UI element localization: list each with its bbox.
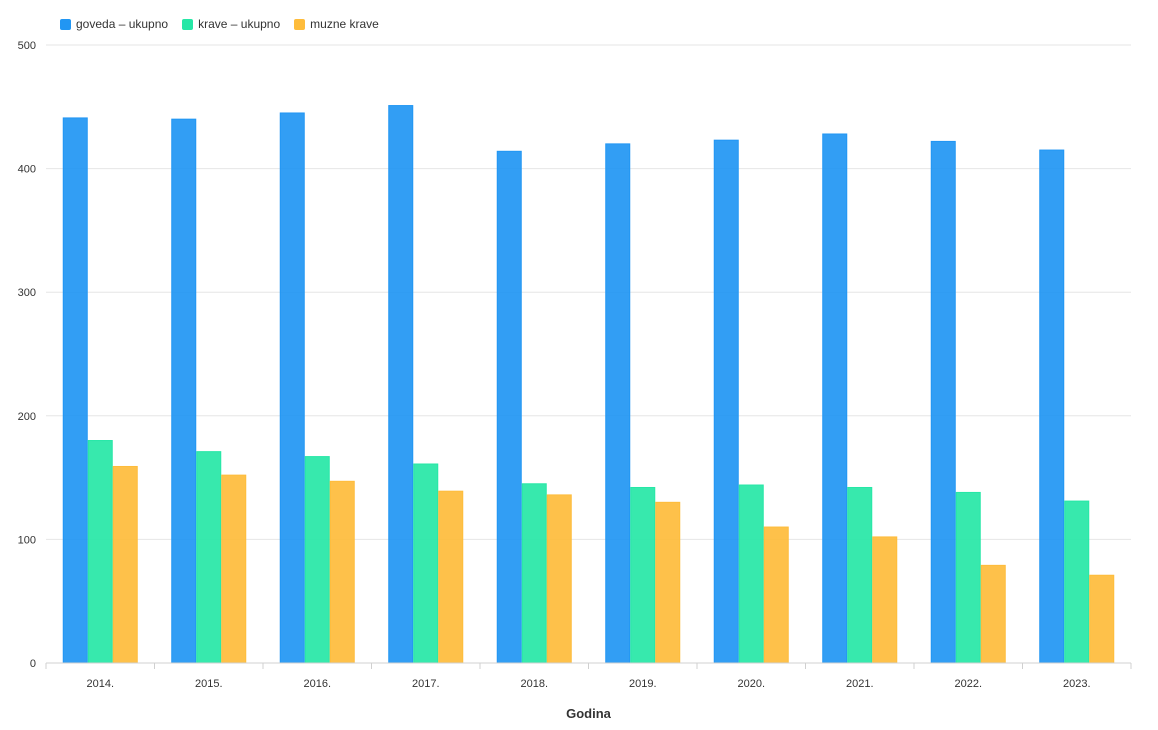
x-axis: 2014. 2015. 2016. 2017. 2018. 2019. 2020. 2021.… [45,662,1132,690]
bar-krave[interactable] [521,483,547,664]
y-tick-label: 300 [18,287,36,299]
bar-muzne[interactable] [980,564,1006,664]
y-axis: 0 100 200 300 400 500 [18,40,36,670]
x-tick-label: 2014. [86,678,114,690]
bar-muzne[interactable] [112,465,138,664]
bar-goveda[interactable] [171,118,197,664]
bar-goveda[interactable] [388,105,414,664]
legend-label-goveda: goveda – ukupno [76,17,169,31]
bar-muzne[interactable] [872,536,898,664]
bar-goveda[interactable] [713,139,739,664]
bar-muzne[interactable] [655,501,681,664]
bar-muzne[interactable] [546,494,572,664]
bar-goveda[interactable] [496,150,522,664]
legend-label-muzne: muzne krave [310,17,379,31]
bar-goveda[interactable] [605,143,631,664]
legend-swatch-muzne [294,18,306,30]
bar-krave[interactable] [87,440,113,664]
bar-krave[interactable] [847,486,873,664]
bar-krave[interactable] [196,451,222,664]
bar-krave[interactable] [1064,500,1090,664]
legend-item-goveda[interactable]: goveda – ukupno [60,17,168,31]
legend: goveda – ukupno krave – ukupno muzne kra… [60,17,379,31]
bar-goveda[interactable] [62,117,88,664]
legend-label-krave: krave – ukupno [198,17,281,31]
bar-muzne[interactable] [1089,574,1115,664]
bar-goveda[interactable] [930,140,956,664]
legend-item-muzne[interactable]: muzne krave [294,17,379,31]
bar-krave[interactable] [738,484,764,664]
x-tick-label: 2021. [846,678,874,690]
bar-krave[interactable] [304,456,330,664]
x-tick-label: 2017. [412,678,440,690]
x-tick-label: 2023. [1063,678,1091,690]
x-tick-label: 2015. [195,678,223,690]
bars [62,105,1115,664]
bar-goveda[interactable] [1039,149,1065,664]
x-axis-title: Godina [566,706,612,721]
y-tick-label: 200 [18,411,36,423]
legend-swatch-krave [182,18,194,30]
x-tick-label: 2022. [954,678,982,690]
bar-muzne[interactable] [221,474,247,664]
bar-goveda[interactable] [279,112,305,664]
y-tick-label: 0 [30,658,36,670]
y-tick-label: 500 [18,40,36,52]
legend-item-krave[interactable]: krave – ukupno [182,17,280,31]
x-tick-label: 2020. [737,678,765,690]
bar-krave[interactable] [413,463,439,664]
bar-muzne[interactable] [438,490,464,664]
bar-muzne[interactable] [763,526,789,664]
bar-muzne[interactable] [329,480,355,664]
legend-swatch-goveda [60,18,71,30]
bar-krave[interactable] [630,486,656,664]
y-tick-label: 100 [18,534,36,546]
y-tick-label: 400 [18,164,36,176]
bar-goveda[interactable] [822,133,848,664]
x-tick-label: 2019. [629,678,657,690]
x-tick-label: 2018. [520,678,548,690]
bar-krave[interactable] [955,491,981,664]
x-tick-label: 2016. [303,678,331,690]
